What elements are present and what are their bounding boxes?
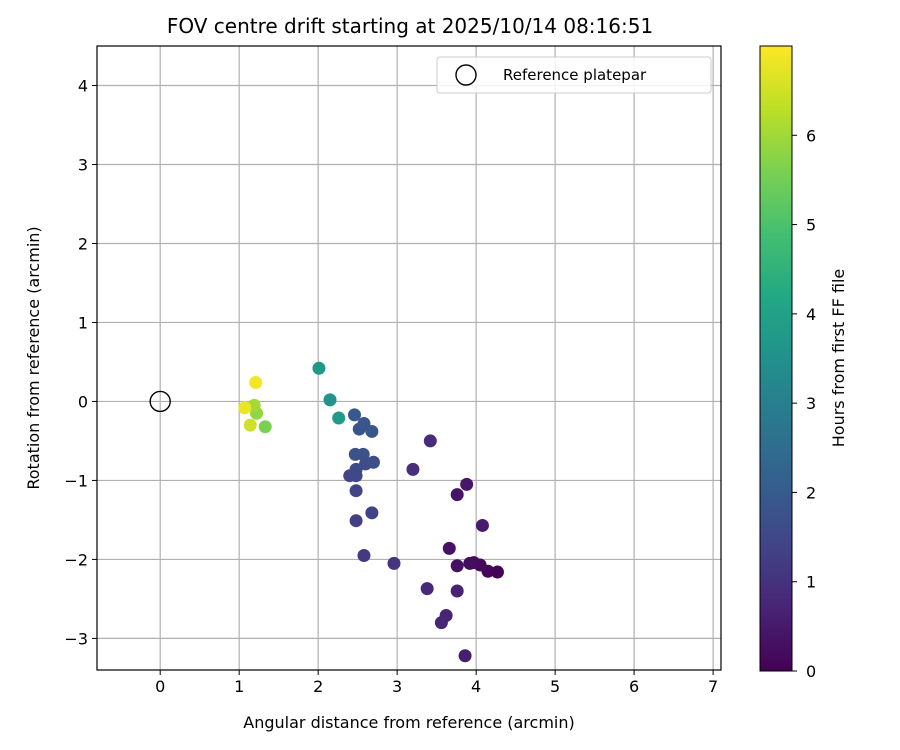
- data-point: [365, 424, 379, 438]
- reference-marker: [149, 390, 171, 413]
- data-point: [312, 361, 326, 375]
- colorbar-ticks: 0 1 2 3 4 5 6: [792, 126, 816, 681]
- legend-label: Reference platepar: [503, 66, 647, 84]
- data-point: [347, 408, 361, 422]
- data-point: [349, 462, 363, 476]
- y-tick-label: 4: [78, 76, 88, 95]
- data-point: [450, 584, 464, 598]
- legend-box: [436, 56, 712, 94]
- data-point: [387, 556, 401, 570]
- legend-marker: [455, 64, 477, 86]
- x-tick-label: 7: [708, 677, 718, 696]
- colorbar-tick-label: 5: [806, 216, 816, 235]
- data-point: [463, 556, 477, 570]
- y-tick-label: −1: [64, 471, 88, 490]
- grid-lines: [97, 46, 721, 670]
- data-point: [434, 616, 448, 630]
- y-tick-label: 1: [78, 313, 88, 332]
- x-tick-label: 2: [313, 677, 323, 696]
- data-point: [349, 514, 363, 528]
- data-point: [365, 506, 379, 520]
- data-point: [450, 559, 464, 573]
- y-tick-label: −2: [64, 550, 88, 569]
- data-point: [238, 401, 252, 415]
- data-point: [323, 393, 337, 407]
- data-point: [357, 417, 371, 431]
- data-point: [348, 447, 362, 461]
- data-point: [475, 518, 489, 532]
- x-tick-label: 1: [234, 677, 244, 696]
- chart-title: FOV centre drift starting at 2025/10/14 …: [167, 14, 653, 38]
- y-tick-label: 0: [78, 392, 88, 411]
- x-tick-label: 3: [392, 677, 402, 696]
- plot-frame: [96, 45, 722, 671]
- data-point: [366, 455, 380, 469]
- data-points: [238, 361, 504, 663]
- x-axis-label: Angular distance from reference (arcmin): [243, 713, 574, 732]
- data-point: [420, 582, 434, 596]
- data-point: [349, 484, 363, 498]
- x-tick-label: 0: [155, 677, 165, 696]
- y-tick-label: 3: [78, 155, 88, 174]
- data-point: [423, 434, 437, 448]
- data-point: [450, 488, 464, 502]
- colorbar-tick-label: 4: [806, 305, 816, 324]
- x-tick-label: 4: [471, 677, 481, 696]
- data-point: [442, 541, 456, 555]
- data-point: [249, 375, 263, 389]
- y-axis-ticks: −3 −2 −1 0 1 2 3 4: [64, 76, 97, 648]
- x-axis-ticks: 0 1 2 3 4 5 6 7: [155, 670, 718, 696]
- colorbar-tick-label: 2: [806, 483, 816, 502]
- data-point: [460, 477, 474, 491]
- colorbar-tick-label: 6: [806, 126, 816, 145]
- data-point: [406, 462, 420, 476]
- data-point: [258, 420, 272, 434]
- data-point: [458, 649, 472, 663]
- data-point: [243, 418, 257, 432]
- colorbar-tick-label: 0: [806, 662, 816, 681]
- data-point: [332, 411, 346, 425]
- reference-marker-group: [149, 390, 171, 413]
- y-tick-label: 2: [78, 234, 88, 253]
- legend: Reference platepar: [436, 56, 712, 94]
- x-tick-label: 5: [550, 677, 560, 696]
- y-tick-label: −3: [64, 629, 88, 648]
- colorbar: 0 1 2 3 4 5 6 Hours from first FF file: [759, 45, 848, 681]
- y-axis-label: Rotation from reference (arcmin): [24, 226, 43, 489]
- colorbar-tick-label: 1: [806, 573, 816, 592]
- colorbar-label: Hours from first FF file: [829, 269, 848, 448]
- x-tick-label: 6: [629, 677, 639, 696]
- data-point: [490, 565, 504, 579]
- colorbar-gradient: [759, 45, 793, 672]
- colorbar-tick-label: 3: [806, 394, 816, 413]
- data-point: [357, 548, 371, 562]
